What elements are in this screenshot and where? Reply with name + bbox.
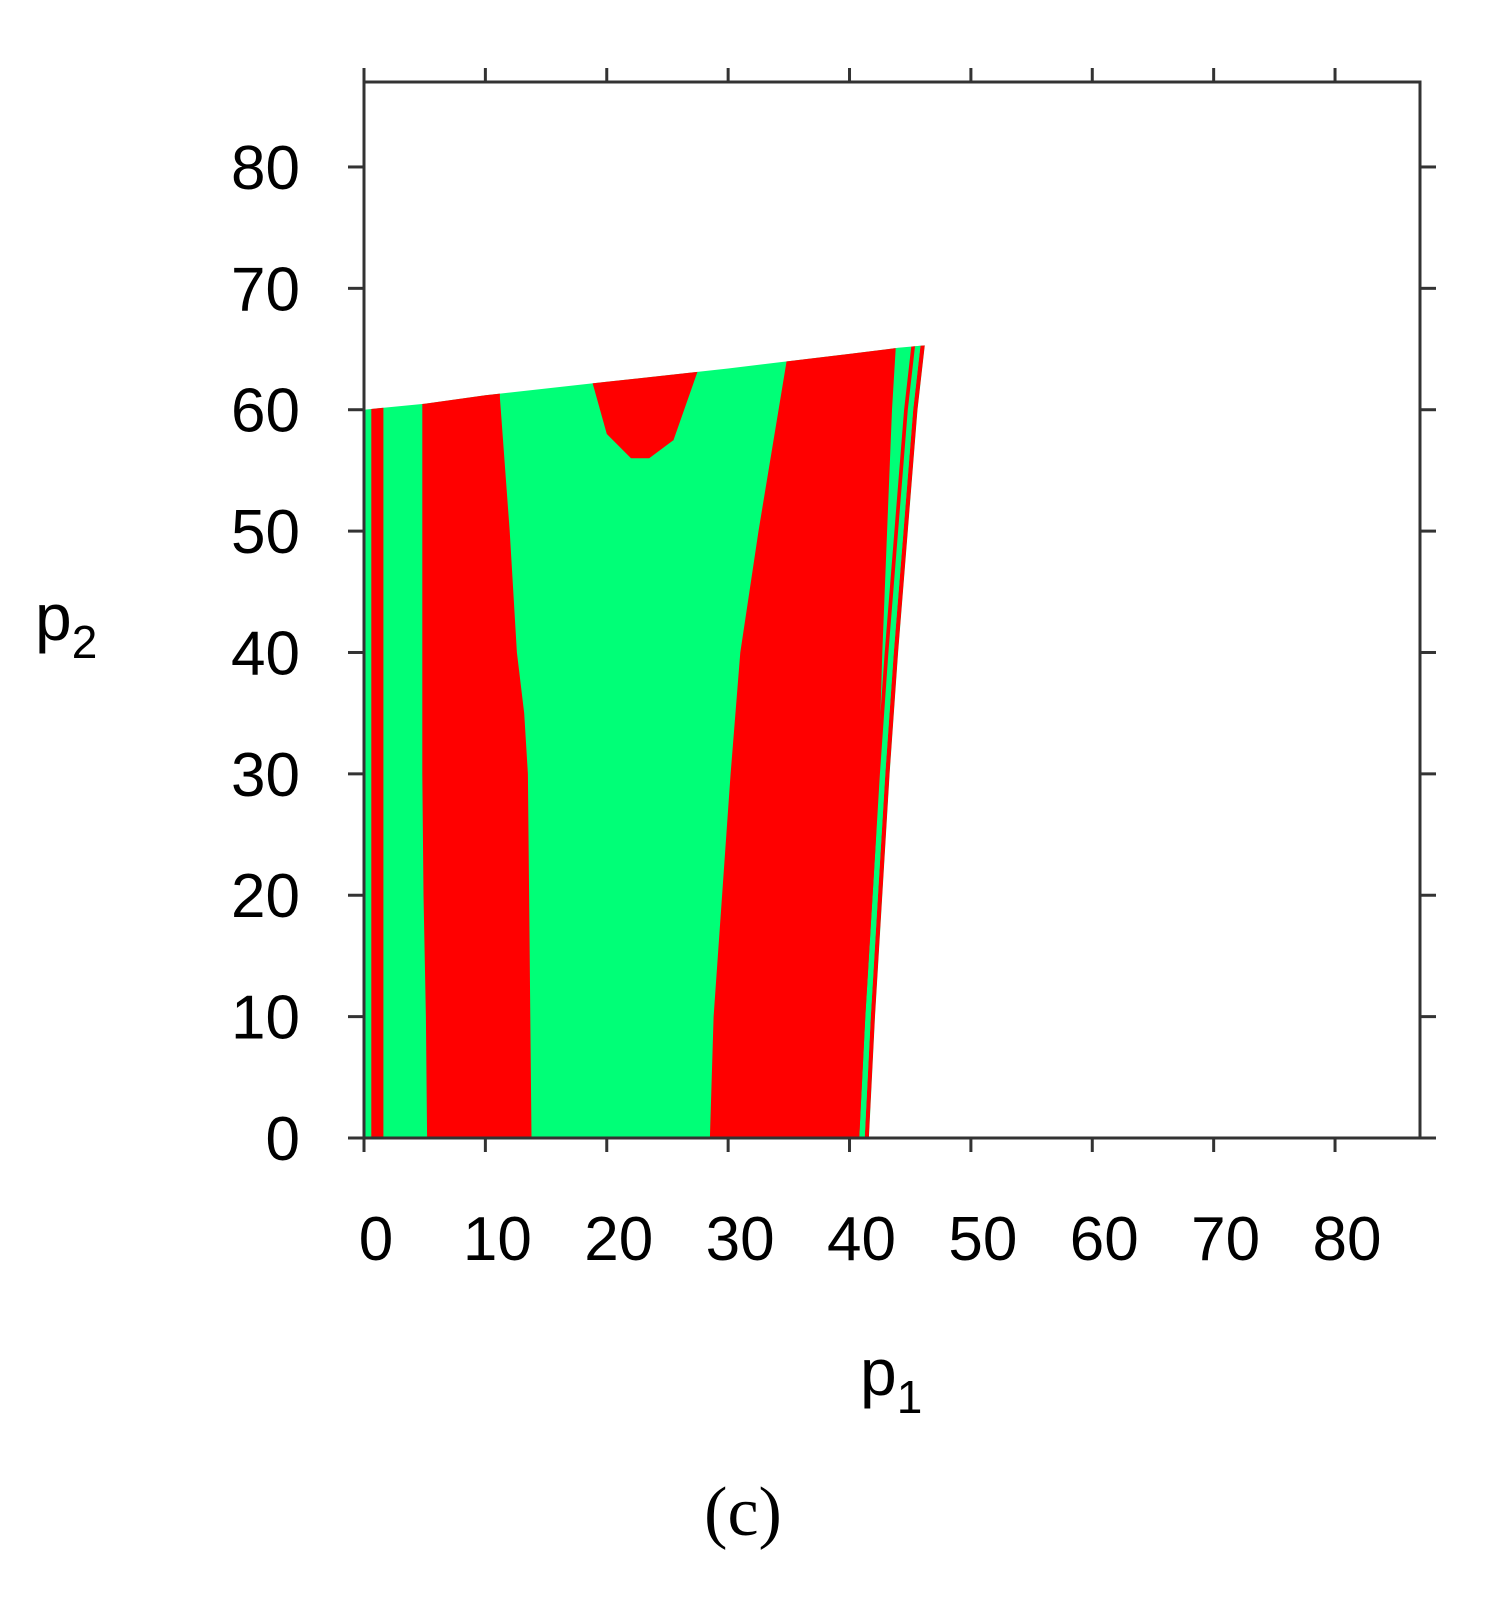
y-axis-label: p2: [35, 580, 97, 668]
red-band-3: [709, 345, 896, 1138]
x-tick-label: 60: [1070, 1205, 1139, 1274]
red-bands: [371, 345, 896, 1138]
x-tick-label: 80: [1313, 1205, 1382, 1274]
red-band-2: [422, 345, 532, 1138]
y-axis-ticks: 0 10 20 30 40 50 60 70 80: [231, 134, 1436, 1174]
x-tick-label: 50: [948, 1205, 1017, 1274]
y-tick-label: 50: [231, 498, 300, 567]
x-tick-label: 40: [827, 1205, 896, 1274]
y-tick-label: 10: [231, 984, 300, 1053]
edge-stripe-red-2: [855, 345, 916, 1138]
x-tick-label: 70: [1191, 1205, 1260, 1274]
y-tick-label: 40: [231, 619, 300, 688]
plot-border: [362, 80, 1422, 1140]
edge-stripe-green: [859, 345, 921, 1138]
plot-area: [364, 345, 925, 1138]
y-tick-label: 20: [231, 862, 300, 931]
red-band-1: [371, 345, 384, 1138]
y-tick-label: 60: [231, 377, 300, 446]
x-axis-label: p1: [860, 1335, 922, 1423]
x-tick-label: 10: [463, 1205, 532, 1274]
edge-stripe-red: [864, 345, 925, 1138]
y-tick-label: 70: [231, 255, 300, 324]
y-tick-label: 80: [231, 134, 300, 203]
edge-stripes: [855, 345, 925, 1138]
x-tick-label: 20: [584, 1205, 653, 1274]
x-axis-ticks: 0 10 20 30 40 50 60 70 80: [359, 68, 1382, 1274]
y-tick-label: 0: [266, 1105, 300, 1174]
figure-caption: (c): [704, 1474, 782, 1551]
y-tick-label: 30: [231, 741, 300, 810]
x-tick-label: 0: [359, 1205, 393, 1274]
plot-frame: [362, 80, 1422, 1140]
x-tick-label: 30: [706, 1205, 775, 1274]
